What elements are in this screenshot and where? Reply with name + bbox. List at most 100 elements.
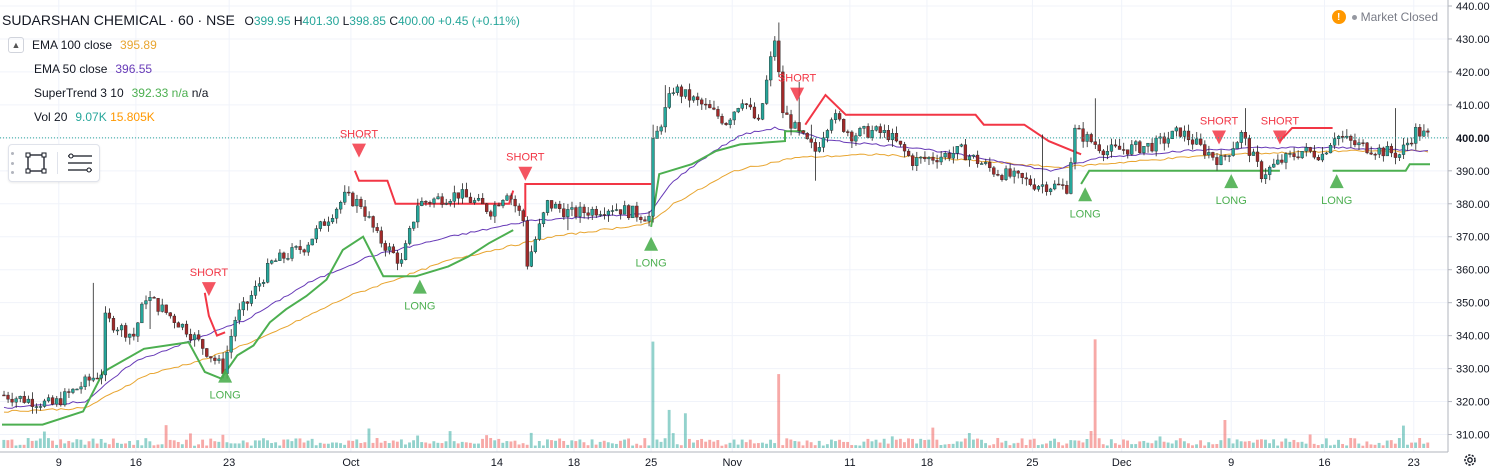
candle-body (395, 252, 400, 264)
volume-bar (505, 441, 509, 448)
volume-bar (79, 439, 83, 448)
candle-body (1061, 184, 1065, 186)
volume-bar (1105, 445, 1109, 448)
volume-bar (322, 443, 326, 448)
volume-bar (1154, 440, 1158, 448)
volume-bar (1093, 339, 1097, 448)
candle-body (1028, 178, 1032, 185)
market-status[interactable]: ! Market Closed (1331, 10, 1438, 24)
volume-bar (201, 439, 205, 448)
candle-body (1405, 142, 1410, 146)
rectangle-select-icon[interactable] (17, 146, 56, 180)
candle-body (201, 339, 205, 349)
candle-body (383, 243, 387, 251)
candle-body (975, 154, 980, 164)
volume-bar (1365, 441, 1369, 448)
candle-body (363, 206, 367, 217)
candle-body (359, 198, 363, 207)
candle-body (1397, 154, 1402, 158)
candle-body (63, 391, 67, 406)
candle-body (375, 227, 379, 231)
candle-body (1032, 184, 1036, 190)
candle-body (192, 334, 197, 341)
candle-body (1211, 152, 1215, 158)
candle-body (752, 106, 757, 119)
volume-bar (890, 436, 894, 448)
list-icon[interactable] (60, 146, 99, 180)
price-tick-label: 340.00 (1456, 331, 1490, 343)
candle-body (403, 243, 408, 260)
indicator-ema-50[interactable]: EMA 50 close 396.55 (0, 57, 520, 81)
volume-bar (1341, 443, 1345, 448)
volume-bar (1158, 436, 1162, 448)
volume-bar (797, 441, 801, 448)
drawing-toolbox[interactable] (8, 144, 100, 182)
price-axis[interactable]: 310.00 320.00 330.00 340.00 350.00 360.00 370.… (1447, 0, 1494, 474)
time-axis[interactable]: 9 16 23 Oct 14 18 25 Nov 11 18 25 Dec 9 16 23 (0, 451, 1448, 474)
candle-body (265, 263, 270, 283)
candle-body (1247, 138, 1252, 156)
candle-body (18, 395, 22, 399)
candle-body (1166, 138, 1170, 144)
candle-body (164, 304, 168, 313)
candle-body (379, 230, 383, 244)
volume-bar (1142, 440, 1146, 448)
volume-bar (1073, 440, 1077, 448)
indicator-supertrend[interactable]: SuperTrend 3 10 392.33 n/a n/a (0, 81, 520, 105)
candle-body (83, 376, 87, 387)
volume-bar (115, 442, 119, 448)
candle-body (472, 200, 477, 203)
warning-icon[interactable]: ! (1331, 10, 1346, 24)
volume-bar (720, 445, 724, 448)
candle-body (148, 297, 152, 301)
candle-body (1227, 155, 1231, 157)
volume-bar (501, 442, 505, 448)
candle-body (635, 205, 639, 218)
indicator-ema-100[interactable]: ▲ EMA 100 close 395.89 (0, 33, 520, 57)
indicator-value: 395.89 (120, 38, 157, 52)
volume-bar (1134, 444, 1138, 448)
last-price-badge (1449, 129, 1494, 146)
volume-bar (935, 439, 939, 448)
volume-bar (1361, 445, 1365, 448)
volume-bar (1040, 444, 1044, 448)
candle-body (675, 86, 679, 93)
volume-bar (355, 439, 359, 448)
candle-body (1361, 142, 1365, 144)
drag-handle-icon[interactable] (11, 152, 17, 174)
candle-body (1053, 183, 1057, 190)
volume-bar (1402, 425, 1405, 448)
candle-body (793, 122, 797, 129)
candle-body (586, 212, 590, 216)
candle-body (213, 357, 217, 361)
indicator-volume[interactable]: Vol 20 9.07K 15.805K (0, 105, 520, 129)
indicator-value: 9.07K (75, 110, 107, 124)
volume-bar (882, 438, 886, 448)
candle-body (6, 394, 10, 400)
candle-body (1081, 128, 1085, 142)
candle-body (1008, 168, 1012, 177)
candle-body (1426, 130, 1430, 133)
volume-bar (1397, 438, 1401, 448)
chevron-up-icon[interactable]: ▲ (8, 37, 24, 53)
gear-icon[interactable] (1462, 452, 1478, 473)
long-signal-arrow (218, 368, 233, 383)
candle-body (1130, 144, 1134, 155)
volume-bar (631, 445, 635, 448)
indicator-value: 396.55 (115, 62, 153, 76)
volume-bar (980, 439, 983, 448)
candle-body (683, 89, 688, 97)
volume-bar (708, 439, 712, 448)
time-tick-label: Nov (722, 457, 742, 469)
volume-bar (996, 437, 1000, 448)
candle-body (387, 246, 391, 251)
candle-body (562, 208, 566, 217)
candle-body (50, 397, 55, 405)
symbol-title[interactable]: SUDARSHAN CHEMICAL · 60 · NSE (2, 12, 235, 28)
volume-bar (752, 443, 756, 448)
volume-bar (1239, 441, 1243, 448)
candle-body (493, 204, 497, 217)
time-tick-label: 25 (645, 457, 657, 469)
candle-body (1069, 162, 1073, 194)
